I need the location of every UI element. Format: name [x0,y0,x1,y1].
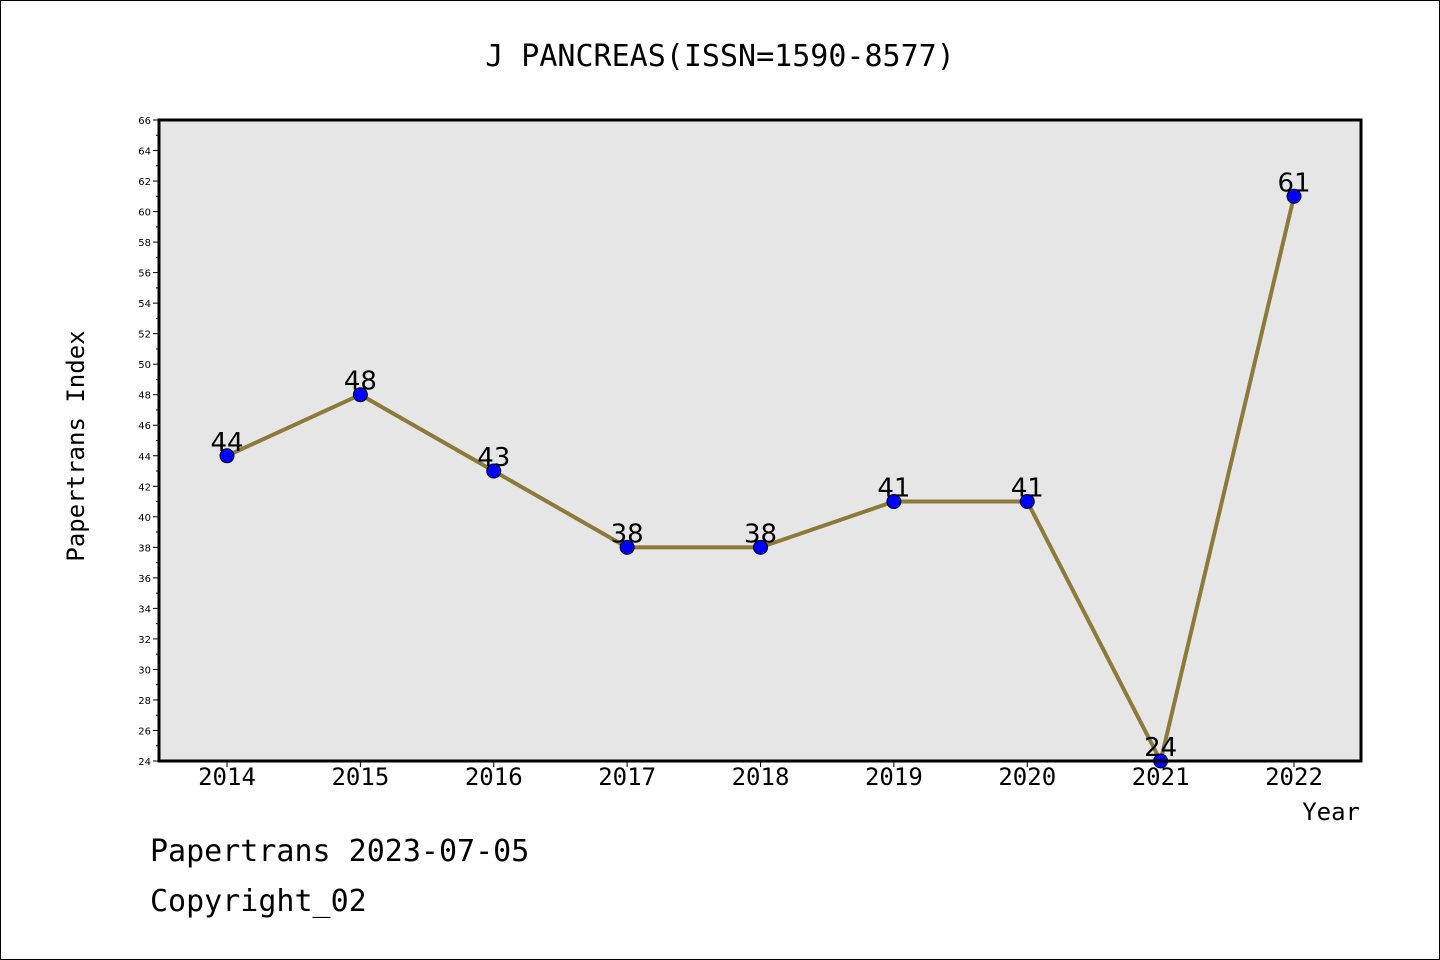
y-tick-label: 62 [138,177,151,188]
data-label: 38 [744,519,777,549]
x-tick-label: 2022 [1265,763,1323,791]
data-label: 24 [1144,733,1177,763]
y-tick-label: 30 [138,665,151,676]
x-tick-label: 2017 [598,763,656,791]
y-tick-label: 34 [138,604,151,615]
x-tick-label: 2015 [331,763,389,791]
data-point [486,463,502,479]
data-point [1286,188,1302,204]
chart-title: J PANCREAS(ISSN=1590-8577) [485,39,955,74]
x-tick-label: 2019 [865,763,923,791]
data-label: 43 [477,443,510,473]
plot-border [157,118,1363,763]
plot-area [159,120,1361,761]
data-point [619,539,635,555]
data-point [352,387,368,403]
data-point [753,539,768,555]
y-tick-label: 38 [138,543,151,554]
y-tick-label: 24 [138,757,151,768]
y-tick-label: 28 [138,696,151,707]
y-tick-label: 36 [138,574,151,585]
y-tick-label: 32 [138,635,151,646]
data-label: 41 [1011,474,1044,504]
data-point [886,494,902,510]
x-tick-label: 2014 [198,763,256,791]
y-tick-label: 42 [138,482,151,493]
y-tick-label: 46 [138,421,151,432]
y-tick-label: 54 [138,299,151,310]
y-axis-label: Papertrans Index [62,330,90,561]
x-tick-label: 2018 [732,763,790,791]
data-label: 44 [210,428,243,458]
data-label: 48 [344,367,377,397]
x-axis-label: Year [1302,798,1360,826]
data-label: 38 [611,519,644,549]
y-tick-label: 58 [138,238,151,249]
y-tick-label: 26 [138,726,151,737]
x-tick-label: 2020 [998,763,1056,791]
series-layer: 44 48 43 38 38 41 41 24 61 [210,168,1311,769]
footer-copyright: Copyright_02 [150,884,367,919]
x-axis: 2014 2015 2016 2017 2018 2019 2020 2021 2022 [198,761,1323,791]
y-tick-label: 50 [138,360,151,371]
data-point [1019,494,1035,510]
x-tick-label: 2016 [465,763,523,791]
y-tick-label: 40 [138,513,151,524]
data-label: 41 [877,474,910,504]
data-point [219,448,235,464]
y-tick-label: 66 [138,116,151,127]
y-axis: 24 26 28 30 32 34 36 38 40 42 44 46 48 50 52 54 56 58 60 62… [138,116,159,768]
y-tick-label: 52 [138,330,151,341]
y-tick-label: 48 [138,391,151,402]
y-tick-label: 56 [138,269,151,280]
footer-date: Papertrans 2023-07-05 [150,834,530,869]
data-label: 61 [1277,168,1310,198]
y-tick-label: 64 [138,147,151,158]
y-tick-label: 44 [138,452,151,463]
y-tick-label: 60 [138,208,151,219]
